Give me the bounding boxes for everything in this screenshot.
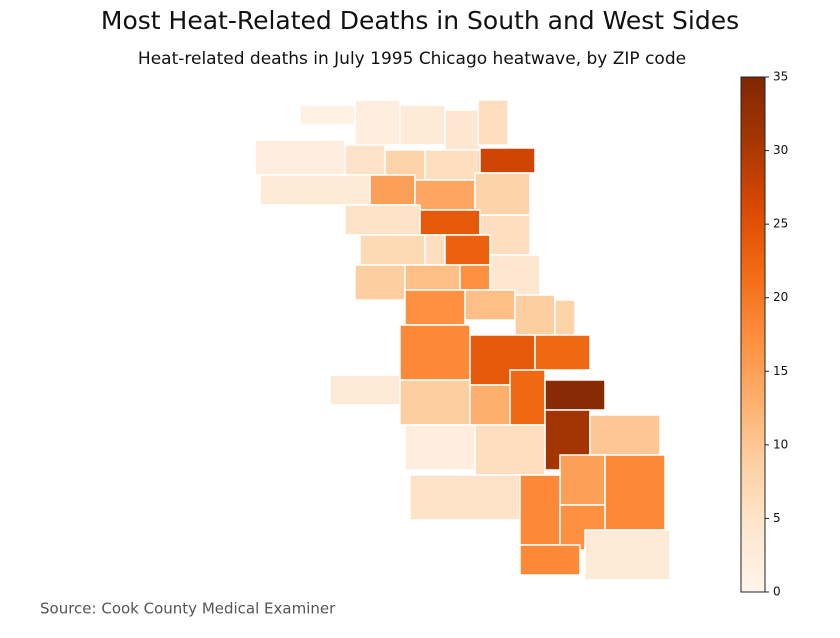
colorbar-tick-label: 15: [773, 364, 788, 378]
colorbar-tick-label: 35: [773, 70, 788, 84]
zip-region: [544, 379, 606, 411]
zip-region: [399, 324, 471, 381]
colorbar-tick-label: 20: [773, 290, 788, 304]
zip-region: [259, 174, 371, 206]
zip-region: [514, 294, 556, 336]
zip-region: [559, 454, 606, 506]
zip-region: [424, 234, 446, 266]
zip-region: [424, 149, 481, 181]
zip-region: [519, 474, 561, 546]
colorbar-scale: [740, 76, 766, 593]
zip-region: [444, 109, 481, 151]
zip-region: [604, 454, 666, 531]
chart-subtitle: Heat-related deaths in July 1995 Chicago…: [138, 49, 686, 69]
zip-region: [399, 104, 446, 146]
zip-region: [369, 174, 416, 206]
zip-region: [399, 379, 471, 426]
zip-region: [354, 264, 406, 301]
zip-region: [344, 144, 386, 176]
zip-region: [404, 264, 461, 291]
colorbar-tick-label: 5: [773, 511, 781, 525]
zip-region: [474, 424, 546, 476]
zip-region: [254, 139, 346, 176]
zip-region: [534, 334, 591, 371]
zip-region: [519, 544, 581, 576]
zip-region: [474, 172, 531, 216]
zip-region: [589, 414, 661, 456]
zip-region: [359, 234, 426, 266]
zip-region: [299, 104, 361, 126]
colorbar: 0 5 10 15 20 25 30 35: [740, 70, 788, 599]
zip-region: [409, 474, 521, 521]
zip-region: [554, 299, 576, 341]
zip-region: [404, 289, 466, 326]
source-note: Source: Cook County Medical Examiner: [40, 600, 336, 618]
colorbar-tick-label: 10: [773, 437, 788, 451]
zip-region: [459, 264, 491, 291]
zip-region: [444, 234, 491, 266]
zip-region: [584, 529, 671, 581]
zip-region: [414, 179, 476, 211]
colorbar-tick-label: 25: [773, 217, 788, 231]
colorbar-tick-label: 0: [773, 585, 781, 599]
colorbar-tick-label: 30: [773, 143, 788, 157]
zip-region: [479, 147, 536, 174]
zip-region: [344, 204, 421, 236]
zip-region: [354, 99, 401, 146]
zip-region: [404, 424, 476, 471]
zip-region: [477, 99, 509, 146]
zip-region: [509, 369, 546, 426]
map: [254, 99, 671, 581]
zip-region: [464, 289, 516, 321]
zip-region: [469, 384, 511, 426]
zip-region: [329, 374, 401, 406]
chart-title: Most Heat-Related Deaths in South and We…: [101, 6, 739, 35]
zip-region: [419, 209, 481, 236]
